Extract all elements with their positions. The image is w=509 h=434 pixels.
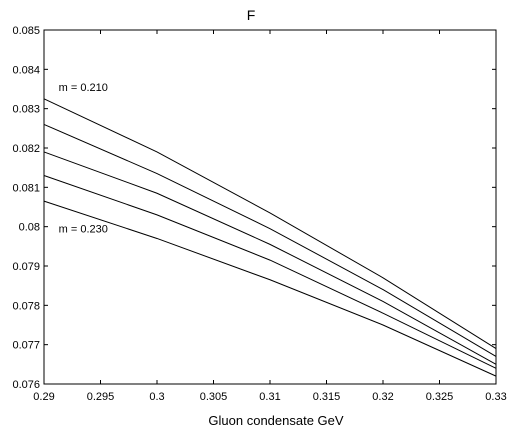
x-tick-label: 0.295 <box>87 391 115 403</box>
series-line-2 <box>43 123 497 357</box>
x-tick-label: 0.325 <box>426 391 454 403</box>
y-tick-label: 0.079 <box>12 261 40 273</box>
x-tick-label: 0.29 <box>33 391 54 403</box>
series-line-1 <box>43 98 497 350</box>
y-tick-label: 0.085 <box>12 25 40 37</box>
y-tick-label: 0.077 <box>12 340 40 352</box>
y-tick-label: 0.082 <box>12 143 40 155</box>
y-tick-label: 0.083 <box>12 104 40 116</box>
series-line-4 <box>43 175 497 369</box>
series-annotation: m = 0.210 <box>59 82 108 94</box>
series-line-3 <box>43 151 497 365</box>
series-line-5 <box>43 200 497 377</box>
axes-frame <box>43 29 497 385</box>
y-tick-label: 0.076 <box>12 379 40 391</box>
x-axis-label: Gluon condensate GeV <box>208 413 343 428</box>
x-tick-label: 0.315 <box>313 391 341 403</box>
x-tick-label: 0.33 <box>485 391 506 403</box>
y-tick-label: 0.078 <box>12 300 40 312</box>
series-annotation: m = 0.230 <box>59 223 108 235</box>
plot-area: 0.29 0.295 0.3 0.305 0.31 0.315 0.32 0.325 0.33 0… <box>12 25 506 403</box>
x-tick-label: 0.31 <box>259 391 280 403</box>
chart-title: F <box>247 7 256 23</box>
x-tick-label: 0.32 <box>372 391 393 403</box>
y-tick-label: 0.081 <box>12 182 40 194</box>
x-tick-label: 0.305 <box>200 391 228 403</box>
y-tick-label: 0.084 <box>12 64 40 76</box>
y-tick-label: 0.08 <box>19 222 40 234</box>
x-tick-label: 0.3 <box>149 391 164 403</box>
